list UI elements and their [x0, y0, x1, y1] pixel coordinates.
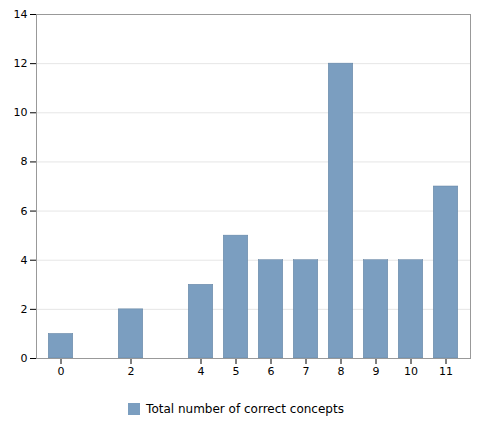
svg-text:4: 4	[21, 254, 28, 267]
svg-text:0: 0	[21, 352, 28, 365]
svg-text:12: 12	[14, 57, 28, 70]
svg-text:9: 9	[373, 365, 380, 378]
svg-text:5: 5	[233, 365, 240, 378]
svg-text:7: 7	[303, 365, 310, 378]
svg-text:2: 2	[128, 365, 135, 378]
svg-text:6: 6	[21, 205, 28, 218]
svg-text:8: 8	[338, 365, 345, 378]
svg-text:10: 10	[14, 106, 28, 119]
svg-text:0: 0	[58, 365, 65, 378]
html-text:Total number of correct concep: Total number of correct concepts	[146, 401, 344, 416]
svg-text:8: 8	[21, 155, 28, 168]
svg-text:2: 2	[21, 303, 28, 316]
svg-text:14: 14	[14, 8, 28, 21]
svg-text:4: 4	[198, 365, 205, 378]
svg-text:10: 10	[404, 365, 418, 378]
svg-text:11: 11	[439, 365, 453, 378]
svg-text:6: 6	[268, 365, 275, 378]
